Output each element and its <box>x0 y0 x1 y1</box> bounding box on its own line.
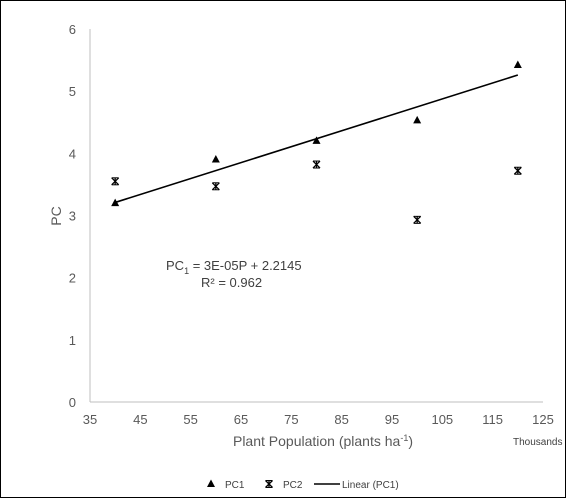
x-tick-label: 55 <box>183 412 197 427</box>
legend-pc2-label: PC2 <box>283 480 303 491</box>
legend-pc1-marker <box>207 479 215 487</box>
axes <box>89 29 543 403</box>
x-tick-label: 85 <box>334 412 348 427</box>
y-tick-label: 5 <box>69 84 76 99</box>
legend-linear-label: Linear (PC1) <box>342 480 399 491</box>
x-tick-label: 105 <box>431 412 453 427</box>
legend-pc2-marker <box>265 480 273 488</box>
pc1-point <box>211 155 220 163</box>
legend-pc1-label: PC1 <box>225 480 245 491</box>
x-tick-label: 75 <box>284 412 298 427</box>
r-squared-label: R² = 0.962 <box>201 275 262 290</box>
x-tick-label: 125 <box>532 412 554 427</box>
y-axis-title: PC <box>48 206 64 225</box>
data-points <box>111 60 522 224</box>
y-tick-label: 2 <box>69 271 76 286</box>
x-tick-label: 65 <box>234 412 248 427</box>
pc1-point <box>111 198 120 207</box>
legend: PC1 PC2 Linear (PC1) <box>207 479 399 491</box>
y-tick-label: 6 <box>69 22 76 37</box>
pc1-point <box>513 60 522 69</box>
pc2-point <box>513 166 522 175</box>
y-tick-label: 1 <box>69 333 76 348</box>
x-tick-label: 95 <box>385 412 399 427</box>
pc1-point <box>413 115 422 124</box>
x-axis-title: Plant Population (plants ha-1) <box>233 433 413 449</box>
y-tick-label: 4 <box>69 146 76 161</box>
equation-body: = 3E-05P + 2.2145 <box>189 258 302 273</box>
x-tick-label: 45 <box>133 412 147 427</box>
y-tick-label: 0 <box>69 395 76 410</box>
x-axis-title-superscript: -1 <box>400 433 408 443</box>
trendline-equation: PC1 = 3E-05P + 2.2145 <box>166 258 302 276</box>
y-tick-label: 3 <box>69 209 76 224</box>
x-tick-labels: 35 45 55 65 75 85 95 105 115 125 <box>83 412 554 427</box>
pc1-point <box>312 136 321 144</box>
x-axis-display-units: Thousands <box>513 437 562 448</box>
pc2-point <box>211 182 220 191</box>
x-axis-title-main: Plant Population (plants ha <box>233 433 401 449</box>
equation-subscript: 1 <box>184 266 189 276</box>
pc2-point <box>312 160 321 169</box>
pc2-point <box>111 177 120 186</box>
x-tick-label: 115 <box>482 412 503 427</box>
pc2-point <box>413 215 422 224</box>
y-tick-labels: 0 1 2 3 4 5 6 <box>69 22 76 410</box>
x-axis-title-end: ) <box>408 433 413 449</box>
x-tick-label: 35 <box>83 412 97 427</box>
equation-prefix: PC <box>166 258 184 273</box>
